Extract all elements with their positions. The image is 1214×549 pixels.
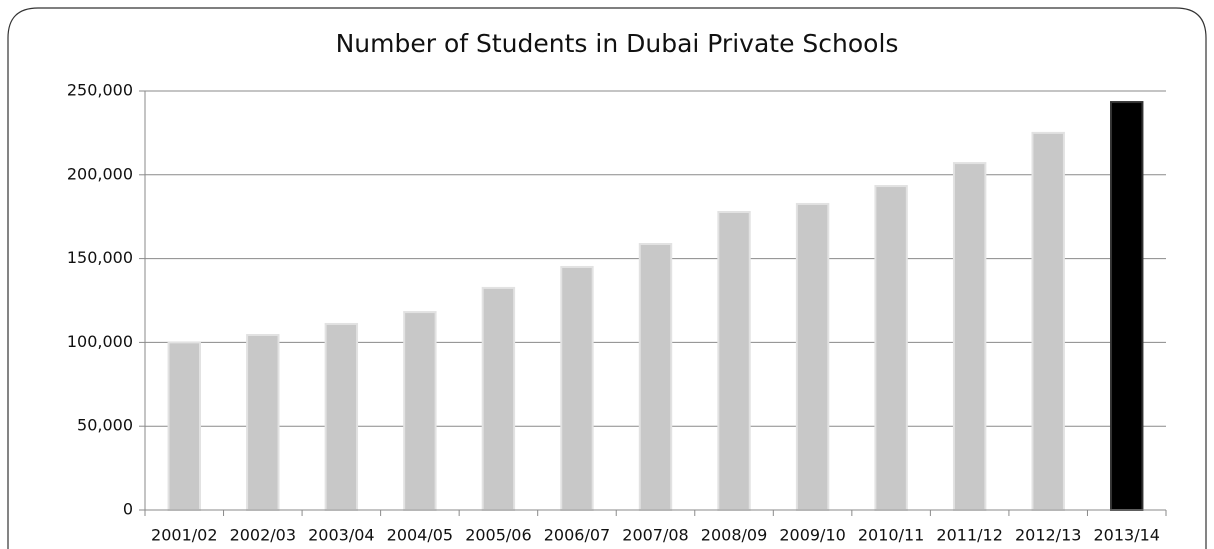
chart-frame — [7, 7, 1207, 549]
x-tick-label: 2006/07 — [544, 526, 610, 545]
chart-title: Number of Students in Dubai Private Scho… — [336, 29, 899, 58]
x-tick-label: 2008/09 — [701, 526, 767, 545]
bar — [717, 211, 751, 511]
x-tick-label: 2011/12 — [936, 526, 1002, 545]
x-tick-label: 2003/04 — [308, 526, 374, 545]
bar — [324, 322, 359, 511]
bar — [560, 265, 594, 512]
y-tick-label: 150,000 — [67, 248, 133, 267]
y-tick-label: 50,000 — [77, 416, 133, 435]
x-tick-label: 2013/14 — [1093, 526, 1159, 545]
bar — [481, 286, 516, 511]
y-tick-label: 200,000 — [67, 164, 133, 183]
y-tick-label: 250,000 — [67, 81, 133, 100]
bar — [638, 243, 673, 511]
x-tick-label: 2005/06 — [465, 526, 531, 545]
bar — [952, 162, 987, 511]
x-tick-label: 2002/03 — [230, 526, 296, 545]
y-tick-label: 0 — [123, 500, 133, 519]
bar — [1110, 101, 1144, 511]
bar — [1031, 131, 1065, 511]
x-tick-label: 2004/05 — [387, 526, 453, 545]
x-tick-label: 2001/02 — [151, 526, 217, 545]
x-tick-label: 2012/13 — [1015, 526, 1081, 545]
bar — [403, 311, 437, 511]
bar — [874, 185, 908, 511]
x-tick-label: 2010/11 — [858, 526, 924, 545]
x-tick-label: 2009/10 — [779, 526, 845, 545]
y-tick-label: 100,000 — [67, 332, 133, 351]
bar — [167, 341, 201, 511]
bar — [246, 334, 280, 511]
bar — [795, 202, 830, 511]
x-tick-label: 2007/08 — [622, 526, 688, 545]
